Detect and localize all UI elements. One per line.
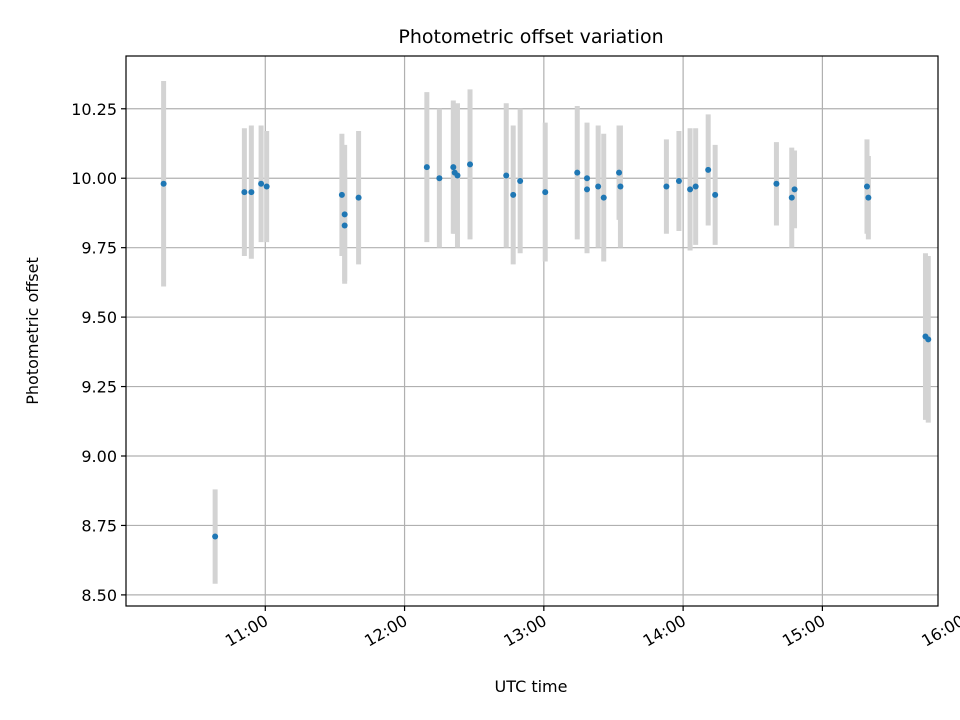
data-point — [160, 180, 167, 187]
data-point — [542, 189, 549, 196]
y-tick-label: 9.25 — [81, 378, 117, 397]
data-point — [865, 194, 872, 201]
y-axis-ticks: 8.50 8.75 9.00 9.25 9.50 9.75 10.00 10.25 — [71, 100, 126, 605]
y-tick-label: 10.25 — [71, 100, 117, 119]
y-tick-label: 8.75 — [81, 516, 117, 535]
data-point — [212, 533, 219, 540]
data-point — [258, 180, 265, 187]
data-point — [574, 169, 581, 176]
data-point — [517, 178, 524, 184]
data-point — [663, 183, 670, 190]
data-point — [263, 183, 270, 190]
y-tick-label: 10.00 — [71, 169, 117, 188]
data-point — [454, 172, 461, 179]
data-point — [773, 180, 780, 187]
data-point — [338, 191, 345, 198]
data-point — [355, 194, 362, 201]
y-tick-label: 9.00 — [81, 447, 117, 466]
data-point — [616, 169, 623, 176]
data-point — [248, 189, 255, 196]
data-point — [705, 166, 712, 173]
y-tick-label: 8.50 — [81, 586, 117, 605]
data-point — [510, 191, 517, 198]
data-point — [600, 194, 607, 201]
x-axis-label: UTC time — [495, 677, 568, 696]
data-point — [712, 191, 719, 198]
data-point — [241, 189, 248, 196]
data-point — [863, 183, 870, 190]
data-point — [467, 161, 474, 168]
data-point — [617, 183, 624, 190]
data-point — [584, 186, 591, 193]
data-point — [423, 164, 430, 171]
data-point — [925, 336, 932, 343]
y-axis-label: Photometric offset — [23, 257, 42, 405]
chart-title: Photometric offset variation — [398, 26, 663, 48]
data-point — [341, 222, 348, 229]
y-tick-label: 9.50 — [81, 308, 117, 327]
data-point — [675, 178, 682, 184]
data-point — [692, 183, 699, 190]
data-point — [584, 175, 591, 182]
data-points — [160, 161, 932, 540]
data-point — [450, 164, 457, 171]
data-point — [791, 186, 798, 193]
data-point — [341, 211, 348, 218]
data-point — [595, 183, 602, 190]
data-point — [503, 172, 510, 179]
plot-frame — [125, 55, 939, 607]
data-point — [436, 175, 443, 182]
data-point — [788, 194, 795, 201]
y-tick-label: 9.75 — [81, 239, 117, 258]
data-point — [687, 186, 694, 193]
